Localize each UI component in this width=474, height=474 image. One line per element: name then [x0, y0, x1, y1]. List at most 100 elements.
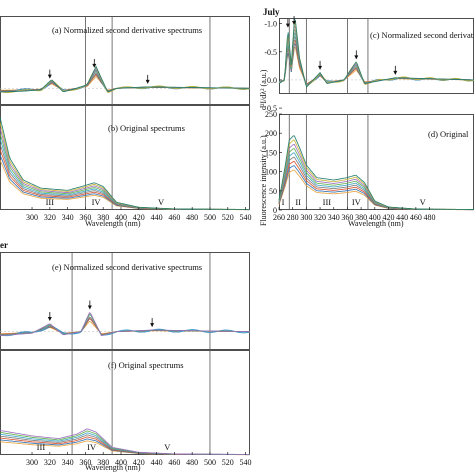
panel-a-arrowhead-2: [145, 79, 150, 84]
panel-d-xtick-label: 480: [424, 213, 436, 222]
panel-d-xtick-label: 360: [341, 213, 353, 222]
panel-c-arrowhead-2: [318, 65, 323, 70]
panel-f-xlabel: Wavelength (nm): [85, 463, 141, 472]
panel-e: (e) Normalized second derivative spectru…: [0, 252, 250, 350]
panel-b-frame: [0, 105, 250, 210]
panel-b-xtick-label: 340: [62, 213, 74, 222]
panel-d-ytick-label: 50: [269, 187, 277, 196]
panel-d-xtick-label: 300: [300, 213, 312, 222]
left-column-heading: er: [0, 240, 8, 250]
panel-c-ytick-label: 0.0: [267, 76, 277, 85]
panel-c-ytick-label: -0.5: [264, 48, 277, 57]
panel-d-ytick-label: 200: [265, 129, 277, 138]
panel-d-ytick-label: 100: [265, 168, 277, 177]
panel-f-xtick-label: 440: [151, 458, 163, 467]
panel-c-series-line: [278, 43, 474, 85]
panel-c-arrowhead-3: [354, 55, 359, 60]
panel-d-ylabel: Fluorescence intensity (a.u.): [259, 135, 268, 226]
panel-b-xtick-label: 480: [186, 213, 198, 222]
panel-b-region-III: III: [46, 197, 55, 207]
panel-c-series-line: [278, 35, 474, 86]
panel-a-arrowhead-1: [92, 63, 97, 68]
panel-b-xtick-label: 300: [26, 213, 38, 222]
panel-d-ytick-label: 150: [265, 148, 277, 157]
panel-a-label: (a) Normalized second derivative spectru…: [52, 25, 202, 35]
panel-a-plot: [0, 16, 250, 105]
panel-b-xtick-label: 320: [44, 213, 56, 222]
panel-f: III IV V 300 320 340 360 380 400 420 440 460 480 500 5…: [0, 350, 252, 472]
panel-e-frame: [0, 252, 250, 350]
panel-c-ytick-label: -1.0: [264, 20, 277, 29]
panel-f-region-III: III: [37, 442, 46, 452]
panel-e-series-line: [0, 314, 250, 337]
panel-f-xtick-label: 360: [79, 458, 91, 467]
panel-c-arrowhead-0: [285, 23, 290, 28]
panel-f-xtick-label: 380: [97, 458, 109, 467]
panel-b-xtick-label: 360: [79, 213, 91, 222]
panel-f-region-IV: IV: [87, 442, 97, 452]
panel-d-region-I: I: [282, 197, 285, 207]
panel-d-ytick-label: 250: [265, 110, 277, 119]
panel-f-xtick-label: 500: [204, 458, 216, 467]
panel-c-plot: -1.0 -0.5 0.0 0.5: [264, 16, 474, 113]
panel-c: -1.0 -0.5 0.0 0.5 (c) Normalized second deri…: [259, 16, 474, 113]
panel-b-series-line: [0, 143, 250, 211]
panel-b-xtick-label: 520: [222, 213, 234, 222]
panel-b-series-line: [0, 154, 250, 211]
panel-f-xtick-label: 540: [240, 458, 252, 467]
panel-f-xtick-label: 460: [168, 458, 180, 467]
panel-b-xtick-label: 440: [151, 213, 163, 222]
panel-f-xtick-label: 300: [26, 458, 38, 467]
panel-a-series-line: [0, 65, 250, 93]
panel-c-series-line: [278, 46, 474, 85]
panel-e-arrowhead-1: [87, 305, 92, 310]
panel-b-label: (b) Original spectrums: [108, 123, 185, 133]
panel-b-xtick-label: 460: [168, 213, 180, 222]
panel-a: (a) Normalized second derivative spectru…: [0, 16, 250, 105]
panel-b-series-line: [0, 117, 250, 210]
panel-c-series-line: [278, 39, 474, 86]
panel-c-series-line: [278, 18, 474, 88]
panel-d-xtick-label: 460: [410, 213, 422, 222]
panel-b-region-IV: IV: [92, 197, 102, 207]
panel-d-label: (d) Original: [428, 129, 469, 139]
panel-c-series-line: [278, 21, 474, 88]
panel-b-series-line: [0, 133, 250, 210]
panel-f-plot: III IV V 300 320 340 360 380 400 420 440 460 480 500 5…: [0, 350, 252, 467]
panel-e-series-line: [0, 312, 250, 337]
panel-d-xtick-label: 400: [369, 213, 381, 222]
panel-b-series-line: [0, 138, 250, 211]
panel-f-series-line: [0, 428, 250, 455]
panel-d-xtick-label: 340: [328, 213, 340, 222]
panel-d-xtick-label: 320: [314, 213, 326, 222]
panel-f-xtick-label: 340: [62, 458, 74, 467]
panel-a-arrowhead-0: [47, 74, 52, 79]
panel-d-xtick-label: 280: [287, 213, 299, 222]
panel-e-arrowhead-2: [150, 323, 155, 328]
panel-b-plot: III IV V 300 320 340 360 380 400 420 440 460 480 500 5…: [0, 105, 252, 222]
panel-d-ytick-label: 0: [273, 206, 277, 215]
panel-a-series-line: [0, 65, 250, 94]
panel-d-xtick-label: 440: [396, 213, 408, 222]
panel-e-label: (e) Normalized second derivative spectru…: [52, 262, 202, 272]
panel-c-ylabel: d²I/dλ² (a.u.): [259, 69, 268, 110]
panel-d-xlabel: Wavelength (nm): [348, 219, 404, 228]
panel-f-xtick-label: 420: [133, 458, 145, 467]
panel-d-series-line: [278, 152, 474, 211]
panel-b-region-V: V: [158, 197, 165, 207]
panel-b-series-line: [0, 149, 250, 211]
panel-f-label: (f) Original spectrums: [108, 360, 184, 370]
panel-d-series-line: [278, 135, 474, 210]
panel-d-xtick-label: 380: [355, 213, 367, 222]
panel-b-xlabel: Wavelength (nm): [85, 219, 141, 228]
panel-f-xtick-label: 400: [115, 458, 127, 467]
panel-b-xtick-label: 400: [115, 213, 127, 222]
panel-d-region-V: V: [420, 197, 427, 207]
panel-b-xtick-label: 500: [204, 213, 216, 222]
panel-c-series-line: [278, 32, 474, 86]
panel-f-frame: [0, 350, 250, 455]
panel-f-xtick-label: 480: [186, 458, 198, 467]
panel-d-region-II: II: [295, 197, 301, 207]
